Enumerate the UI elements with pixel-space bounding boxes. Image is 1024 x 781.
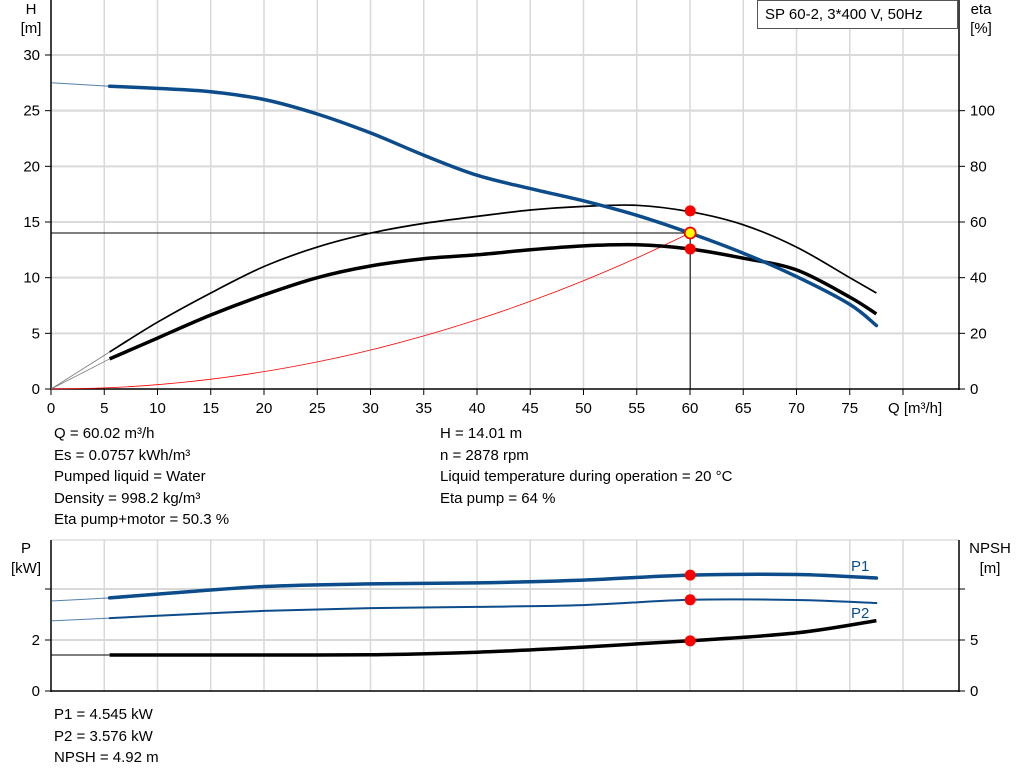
p2-series-label: P2: [851, 605, 869, 622]
x-axis-label: Q [m³/h]: [888, 400, 942, 417]
result-p2: P2 = 3.576 kW: [54, 727, 153, 745]
p1-series-label: P1: [851, 558, 869, 575]
y-tick-label: 0: [32, 381, 40, 398]
results-left: Q = 60.02 m³/h Es = 0.0757 kWh/m³ Pumped…: [54, 423, 229, 531]
y-axis-label: H: [26, 1, 37, 18]
result-npsh: NPSH = 4.92 m: [54, 749, 159, 766]
x-tick-label: 45: [522, 400, 539, 417]
results-right: H = 14.01 m n = 2878 rpm Liquid temperat…: [440, 423, 732, 509]
result-density: Density = 998.2 kg/m³: [54, 489, 201, 507]
npsh-point: [684, 635, 696, 647]
y2-tick-label: 60: [970, 214, 987, 231]
x-tick-label: 55: [628, 400, 645, 417]
y-tick-label: 2: [32, 632, 40, 649]
result-flow: Q = 60.02 m³/h: [54, 425, 155, 442]
y-tick-label: 10: [23, 270, 40, 287]
x-tick-label: 60: [682, 400, 699, 417]
x-tick-label: 35: [415, 400, 432, 417]
y-axis-unit: [m]: [21, 20, 42, 37]
y2-tick-label: 0: [970, 683, 978, 700]
result-liquid: Pumped liquid = Water: [54, 468, 206, 485]
y-tick-label: 25: [23, 103, 40, 120]
x-tick-label: 70: [788, 400, 805, 417]
p2-curve-extension: [50, 617, 110, 622]
npsh-curve: [109, 618, 877, 657]
x-tick-label: 10: [149, 400, 166, 417]
result-eta-pump: Eta pump = 64 %: [440, 489, 556, 507]
x-tick-label: 40: [469, 400, 486, 417]
x-tick-label: 75: [841, 400, 858, 417]
eta-pump-point: [684, 205, 696, 217]
x-tick-label: 50: [575, 400, 592, 417]
p1-curve: [107, 572, 879, 600]
y-axis-unit: [kW]: [11, 560, 41, 577]
eta-pump-motor-extension: [50, 358, 110, 390]
result-eta-pump-motor: Eta pump+motor = 50.3 %: [54, 511, 230, 528]
y-axis-label: P: [21, 540, 31, 557]
y-tick-label: 15: [23, 214, 40, 231]
result-es: Es = 0.0757 kWh/m³: [54, 446, 191, 464]
y-tick-label: 5: [32, 325, 40, 342]
p1-point: [684, 569, 696, 581]
system-curve: [50, 232, 691, 390]
x-tick-label: 15: [202, 400, 219, 417]
result-speed: n = 2878 rpm: [440, 446, 529, 464]
y2-axis-label: NPSH: [969, 540, 1011, 557]
result-head: H = 14.01 m: [440, 425, 523, 442]
p1-curve-extension: [50, 597, 110, 602]
y2-tick-label: 0: [970, 381, 978, 398]
x-tick-label: 30: [362, 400, 379, 417]
head-curve: [107, 84, 879, 328]
result-temperature: Liquid temperature during operation = 20…: [440, 468, 733, 485]
y-tick-label: 20: [23, 158, 40, 175]
y2-tick-label: 5: [970, 632, 978, 649]
p2-curve: [108, 598, 878, 620]
result-p1: P1 = 4.545 kW: [54, 706, 153, 723]
y-tick-label: 30: [23, 47, 40, 64]
p2-point: [684, 594, 696, 606]
head-curve-extension: [50, 82, 110, 87]
y2-tick-label: 80: [970, 158, 987, 175]
y-tick-label: 0: [32, 683, 40, 700]
y2-tick-label: 40: [970, 270, 987, 287]
y2-tick-label: 20: [970, 325, 987, 342]
eta-pump-extension: [50, 351, 110, 390]
x-tick-label: 20: [256, 400, 273, 417]
y2-axis-unit: [m]: [980, 560, 1001, 577]
y2-axis-label: eta: [971, 1, 993, 18]
x-tick-label: 65: [735, 400, 752, 417]
eta-pump-motor-point: [684, 243, 696, 255]
eta-pump-curve: [109, 204, 877, 353]
x-tick-label: 25: [309, 400, 326, 417]
y2-axis-unit: [%]: [970, 20, 992, 37]
results-power: P1 = 4.545 kW P2 = 3.576 kW NPSH = 4.92 …: [54, 704, 159, 769]
y2-tick-label: 100: [970, 103, 995, 120]
duty-point: [683, 226, 697, 240]
x-tick-label: 5: [100, 400, 108, 417]
legend-text: SP 60-2, 3*400 V, 50Hz: [765, 6, 923, 23]
legend-box: [757, 0, 958, 29]
x-tick-label: 0: [47, 400, 55, 417]
